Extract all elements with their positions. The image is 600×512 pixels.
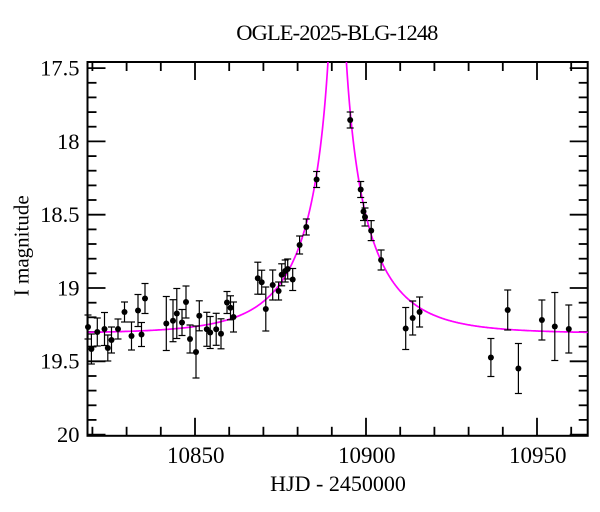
svg-text:18.5: 18.5 (40, 202, 79, 227)
svg-text:20: 20 (57, 422, 80, 447)
svg-text:I magnitude: I magnitude (10, 195, 34, 296)
svg-text:18: 18 (57, 129, 80, 154)
svg-text:HJD - 2450000: HJD - 2450000 (270, 471, 406, 496)
svg-text:17.5: 17.5 (40, 56, 79, 81)
svg-text:19: 19 (57, 275, 80, 300)
svg-text:10950: 10950 (509, 443, 567, 468)
svg-text:19.5: 19.5 (40, 349, 79, 374)
svg-text:10850: 10850 (167, 443, 225, 468)
svg-text:OGLE-2025-BLG-1248: OGLE-2025-BLG-1248 (236, 20, 438, 45)
svg-text:10900: 10900 (338, 443, 396, 468)
